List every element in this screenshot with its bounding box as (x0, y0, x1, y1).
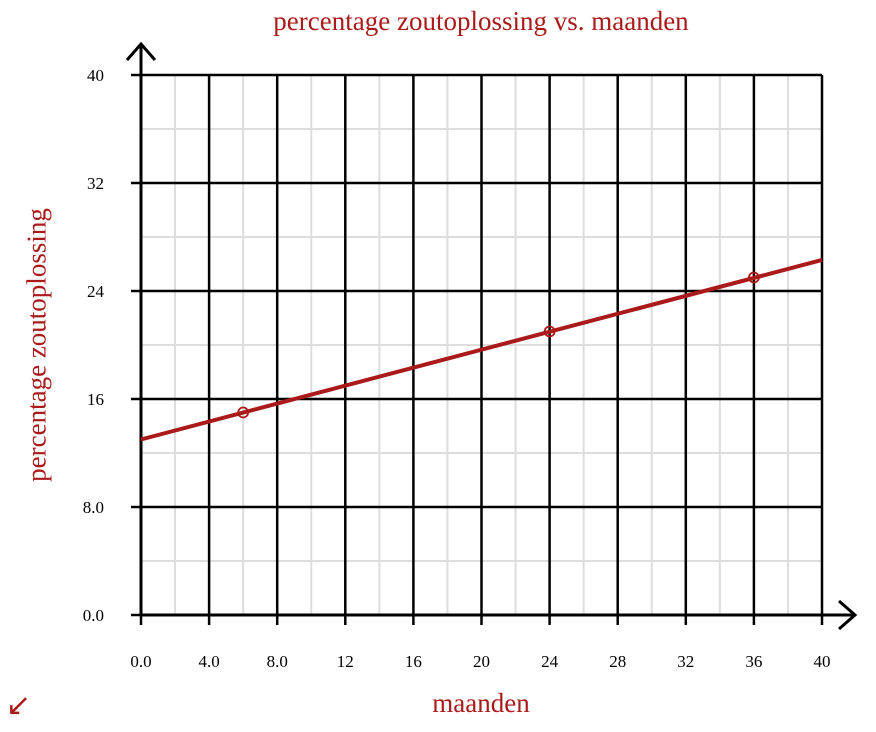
x-tick-label: 24 (541, 652, 559, 671)
y-tick-label: 8.0 (83, 498, 104, 517)
y-tick-label: 32 (87, 174, 104, 193)
series-line (140, 258, 823, 442)
x-tick-label: 8.0 (267, 652, 288, 671)
y-tick-label: 40 (87, 66, 104, 85)
x-axis-label: maanden (432, 688, 530, 718)
data-point (543, 325, 556, 338)
x-tick-label: 20 (473, 652, 490, 671)
x-tick-label: 12 (337, 652, 354, 671)
x-tick-label: 16 (405, 652, 422, 671)
data-point (748, 271, 760, 284)
arrow-down-left-icon[interactable]: ↙ (6, 688, 32, 723)
x-axis-arrow-icon (838, 599, 858, 631)
x-tick-label: 32 (677, 652, 694, 671)
y-tick-label: 16 (87, 390, 104, 409)
data-point (237, 406, 250, 419)
x-tick-label: 0.0 (130, 652, 151, 671)
x-tick-label: 36 (745, 652, 762, 671)
y-axis-arrow-icon (125, 41, 157, 61)
x-tick-label: 28 (609, 652, 626, 671)
x-tick-label: 40 (814, 652, 831, 671)
chart-title: percentage zoutoplossing vs. maanden (273, 6, 689, 36)
y-tick-label: 0.0 (83, 606, 104, 625)
y-tick-label: 24 (87, 282, 105, 301)
x-tick-label: 4.0 (198, 652, 219, 671)
